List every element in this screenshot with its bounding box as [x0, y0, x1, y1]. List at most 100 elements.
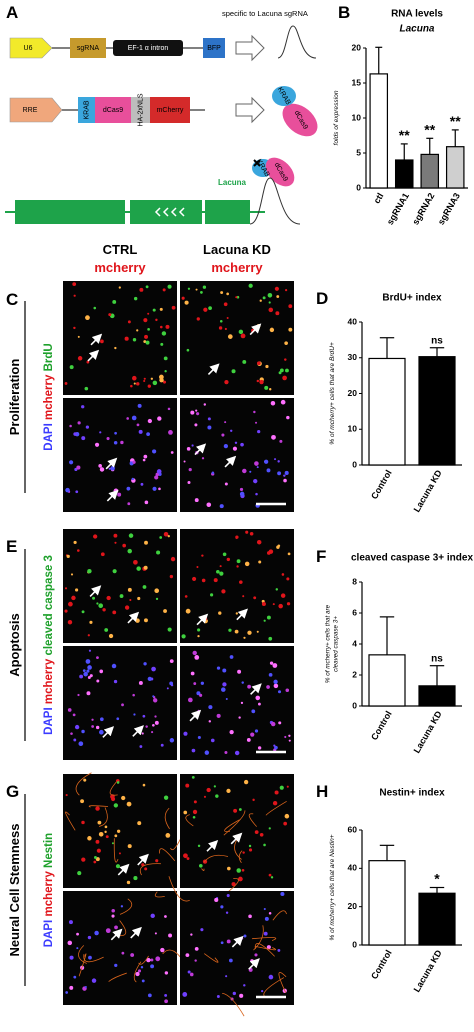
cell — [65, 793, 68, 797]
cell — [288, 739, 291, 742]
cell — [73, 326, 76, 330]
channel-name: Nestin — [43, 833, 55, 868]
cell — [102, 608, 106, 612]
cell — [264, 916, 269, 921]
micrograph — [63, 646, 177, 760]
cell — [208, 306, 212, 310]
cell — [167, 407, 171, 411]
cell — [105, 928, 111, 934]
cell — [133, 382, 136, 385]
pointer-arrow — [87, 349, 100, 362]
cell — [67, 620, 73, 625]
cell — [165, 833, 171, 838]
cell — [94, 442, 100, 447]
cell — [255, 695, 261, 701]
cell — [150, 913, 155, 919]
cell — [237, 669, 242, 674]
cell — [140, 482, 144, 486]
cell — [224, 421, 227, 424]
cell — [132, 375, 137, 381]
chart-title: Nestin+ index — [379, 788, 445, 799]
cell — [277, 690, 282, 694]
cell — [276, 545, 280, 549]
channel-name: mcherry — [43, 374, 55, 420]
cell — [230, 429, 233, 432]
cell — [152, 723, 155, 727]
cell — [256, 466, 259, 469]
cell — [248, 844, 252, 848]
cell — [156, 469, 162, 474]
cell — [226, 939, 231, 944]
cell — [183, 853, 188, 859]
cell — [286, 602, 291, 606]
cell — [79, 674, 84, 679]
cell — [199, 693, 203, 697]
cell — [87, 935, 92, 940]
cell — [78, 741, 84, 747]
cell — [137, 969, 142, 973]
pointer-arrow — [130, 926, 142, 939]
cell — [159, 307, 163, 311]
cell — [98, 603, 104, 609]
cell — [133, 876, 138, 881]
cell — [216, 713, 221, 718]
cell — [160, 342, 164, 346]
cell — [170, 451, 174, 454]
element-label: RRE — [23, 107, 38, 114]
cell — [259, 832, 264, 837]
x-tick-label: Lacuna KD — [412, 948, 444, 994]
cell — [69, 365, 74, 370]
cell — [274, 286, 279, 291]
cell — [116, 829, 121, 833]
cell — [145, 340, 150, 345]
cell — [139, 745, 143, 748]
cell — [218, 611, 222, 615]
pointer-arrow — [90, 333, 103, 346]
cell — [235, 612, 238, 615]
promoter — [9, 97, 63, 123]
cell — [211, 471, 215, 475]
cell — [142, 783, 146, 787]
cell — [254, 953, 258, 957]
cell — [245, 530, 249, 534]
cell — [201, 457, 205, 460]
chart-title: cleaved caspase 3+ index — [351, 553, 473, 564]
cell — [256, 379, 260, 383]
cell — [81, 610, 85, 614]
peak — [249, 177, 301, 225]
panel-label: A — [6, 3, 18, 22]
fiber — [119, 898, 133, 915]
cell — [273, 683, 279, 689]
cell — [195, 288, 198, 291]
micrograph — [180, 891, 294, 1005]
cell — [279, 439, 283, 443]
y-axis-label: folds of expression — [333, 90, 340, 145]
cell — [89, 674, 93, 678]
fiber — [75, 772, 92, 796]
y-tick-label: 0 — [352, 700, 357, 710]
cell — [226, 316, 229, 319]
cell — [236, 559, 241, 564]
cell — [261, 990, 264, 993]
cell — [110, 796, 116, 802]
cell — [190, 671, 195, 676]
cell — [203, 307, 208, 312]
fiber — [113, 838, 119, 863]
cell — [243, 984, 246, 987]
cell — [135, 971, 140, 977]
cell — [219, 504, 224, 509]
cell — [152, 308, 156, 312]
cell — [192, 650, 197, 656]
cell — [164, 971, 169, 975]
cell — [240, 333, 246, 339]
channel-name: DAPI — [43, 920, 55, 947]
cell — [200, 681, 204, 685]
significance: ** — [424, 121, 435, 137]
cell — [165, 324, 170, 329]
cell — [234, 629, 239, 634]
cell — [163, 356, 168, 361]
y-tick-label: 2 — [352, 669, 357, 679]
cell — [124, 605, 130, 610]
cell — [280, 891, 285, 897]
